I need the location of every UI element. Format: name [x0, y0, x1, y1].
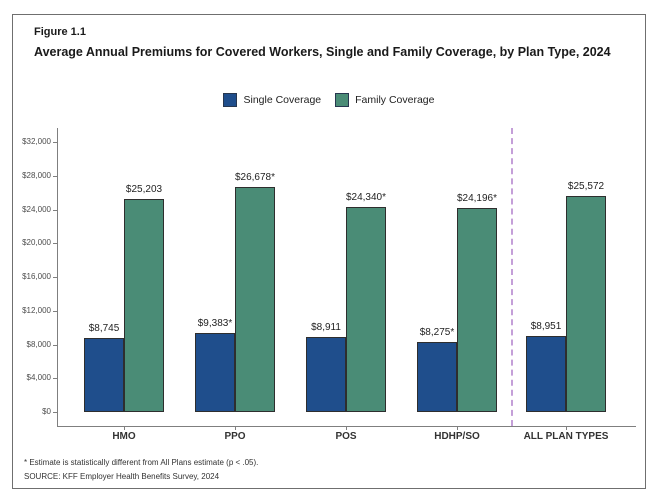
family-coverage-swatch-icon [335, 93, 350, 107]
chart-legend: Single Coverage Family Coverage [12, 93, 646, 107]
footnote-significance: * Estimate is statistically different fr… [24, 458, 259, 467]
figure-border [12, 14, 646, 489]
figure-number: Figure 1.1 [34, 26, 86, 38]
figure-title: Average Annual Premiums for Covered Work… [34, 45, 611, 59]
single-coverage-swatch-icon [223, 93, 238, 107]
footnote-source: SOURCE: KFF Employer Health Benefits Sur… [24, 472, 220, 481]
legend-item-single-coverage: Single Coverage [223, 93, 321, 107]
legend-item-family-coverage: Family Coverage [335, 93, 435, 107]
legend-label-family: Family Coverage [355, 94, 435, 106]
legend-label-single: Single Coverage [243, 94, 322, 106]
